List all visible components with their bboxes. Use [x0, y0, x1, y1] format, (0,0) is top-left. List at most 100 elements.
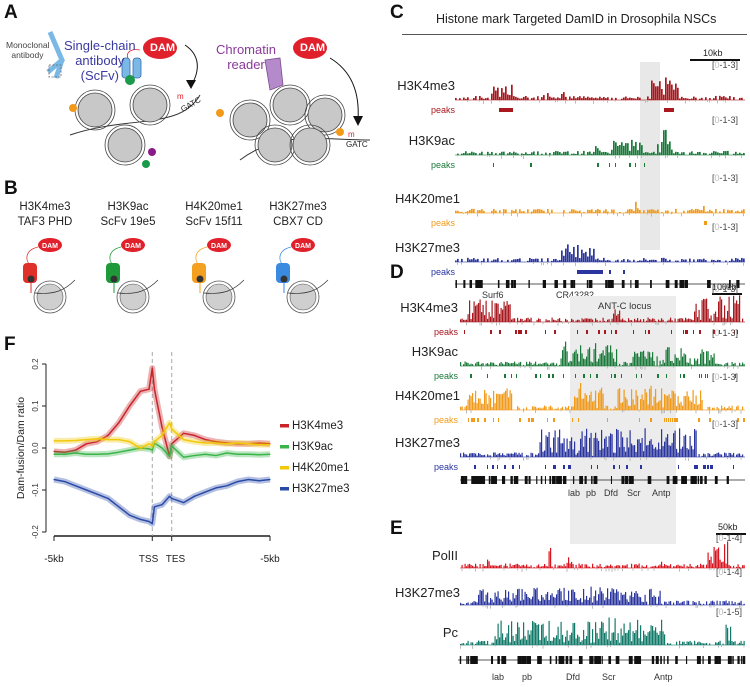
signal-bar — [739, 453, 741, 457]
signal-bar — [632, 445, 634, 457]
exon — [700, 476, 703, 484]
signal-bar — [515, 363, 517, 366]
signal-bar — [736, 454, 738, 457]
target-label: H4K20me1 ScFv 15f11 — [174, 200, 254, 230]
signal-bar — [685, 396, 687, 410]
nucleosome-icon — [202, 280, 236, 314]
signal-bar — [661, 88, 663, 100]
data-point — [168, 455, 171, 457]
signal-bar — [710, 601, 712, 605]
signal-bar — [539, 442, 541, 457]
signal-bar — [572, 623, 574, 645]
signal-bar — [633, 259, 635, 262]
signal-bar — [640, 442, 642, 457]
signal-bar — [601, 387, 603, 410]
signal-bar — [502, 601, 504, 605]
signal-bar — [496, 639, 498, 645]
signal-bar — [656, 632, 658, 645]
signal-bar — [580, 641, 582, 645]
exon — [702, 656, 704, 664]
exon — [637, 656, 642, 664]
signal-bar — [482, 455, 484, 457]
signal-bar — [526, 639, 528, 645]
signal-bar — [682, 405, 684, 410]
signal-bar — [585, 251, 587, 262]
signal-bar — [725, 151, 727, 155]
signal-bar — [718, 452, 720, 457]
signal-bar — [712, 357, 714, 366]
signal-bar — [737, 564, 739, 568]
exon — [527, 656, 529, 664]
signal-bar — [586, 564, 588, 568]
signal-bar — [547, 320, 549, 322]
histone-mark-purple — [148, 148, 156, 156]
signal-bar — [673, 602, 675, 605]
signal-bar — [541, 153, 543, 155]
signal-bar — [725, 563, 727, 568]
signal-bar — [523, 599, 525, 605]
signal-bar — [649, 318, 651, 322]
signal-bar — [599, 449, 601, 457]
signal-track — [460, 586, 745, 609]
signal-bar — [639, 210, 641, 213]
signal-bar — [721, 153, 723, 155]
signal-bar — [727, 407, 729, 410]
signal-bar — [536, 364, 538, 366]
peak-mark — [596, 465, 599, 469]
signal-bar — [722, 317, 724, 322]
signal-bar — [676, 406, 678, 410]
signal-bar — [514, 318, 516, 322]
signal-bar — [707, 351, 709, 366]
signal-bar — [577, 634, 579, 645]
signal-bar — [639, 142, 641, 155]
signal-bar — [602, 317, 604, 322]
exon — [505, 280, 510, 288]
data-range-label: [0-1-3] — [712, 419, 739, 429]
signal-bar — [610, 640, 612, 645]
label-line: (ScFv) — [80, 68, 119, 83]
signal-bar — [659, 81, 661, 100]
signal-bar — [614, 309, 616, 322]
signal-bar — [635, 630, 637, 645]
signal-bar — [721, 364, 723, 366]
signal-bar — [724, 452, 726, 457]
signal-bar — [693, 210, 695, 213]
signal-bar — [655, 627, 657, 645]
reader-name: CBX7 CD — [273, 216, 323, 228]
nucleosome — [229, 84, 346, 166]
signal-bar — [466, 566, 468, 568]
signal-bar — [569, 440, 571, 457]
data-point — [148, 388, 150, 390]
peak-mark — [569, 465, 571, 469]
signal-bar — [556, 594, 558, 605]
signal-bar — [556, 363, 558, 366]
peak-mark — [484, 418, 486, 422]
signal-bar — [656, 402, 658, 410]
signal-bar — [575, 349, 577, 366]
exon — [742, 656, 746, 664]
signal-bar — [631, 320, 633, 322]
signal-bar — [742, 406, 744, 410]
signal-bar — [712, 320, 714, 322]
signal-bar — [575, 454, 577, 457]
signal-bar — [475, 96, 477, 100]
signal-bar — [464, 319, 466, 322]
signal-bar — [713, 407, 715, 410]
signal-bar — [467, 362, 469, 366]
signal-bar — [635, 390, 637, 410]
signal-bar — [736, 566, 738, 568]
exon — [474, 656, 478, 664]
peak-mark — [732, 465, 735, 469]
signal-bar — [619, 310, 621, 322]
signal-bar — [550, 640, 552, 645]
y-tick-label: 0.1 — [31, 400, 40, 412]
signal-bar — [709, 406, 711, 410]
signal-bar — [735, 211, 737, 213]
signal-bar — [578, 388, 580, 410]
signal-track — [455, 77, 745, 104]
signal-bar — [643, 630, 645, 645]
signal-bar — [646, 635, 648, 645]
signal-bar — [497, 623, 499, 645]
exon — [666, 476, 670, 484]
signal-bar — [520, 566, 522, 568]
